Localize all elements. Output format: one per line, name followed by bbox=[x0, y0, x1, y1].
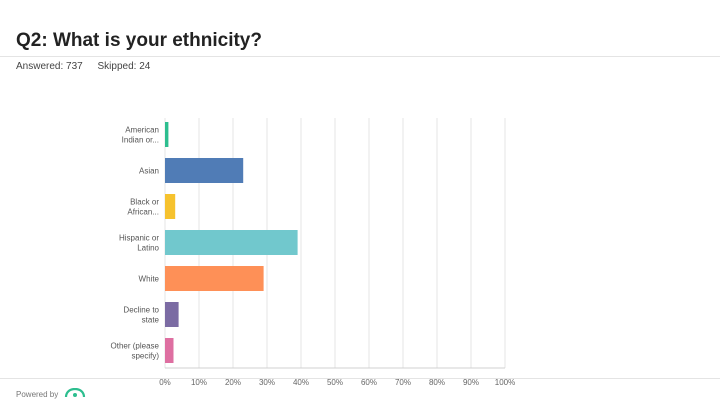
footer: Powered by bbox=[16, 387, 86, 400]
question-title: Q2: What is your ethnicity? bbox=[16, 30, 262, 51]
bar bbox=[165, 338, 174, 363]
x-tick-label: 40% bbox=[293, 378, 309, 387]
x-tick-label: 100% bbox=[495, 378, 515, 387]
category-label: Other (please specify) bbox=[111, 342, 160, 361]
bar bbox=[165, 230, 298, 255]
answered-count: Answered: 737 bbox=[16, 61, 83, 72]
category-label: Decline to state bbox=[123, 306, 159, 325]
category-label: Asian bbox=[139, 167, 159, 176]
category-label: American Indian or... bbox=[122, 126, 159, 145]
x-tick-label: 0% bbox=[159, 378, 171, 387]
category-label: White bbox=[139, 275, 160, 284]
x-tick-label: 50% bbox=[327, 378, 343, 387]
bar bbox=[165, 302, 179, 327]
x-tick-label: 60% bbox=[361, 378, 377, 387]
x-tick-label: 70% bbox=[395, 378, 411, 387]
bar bbox=[165, 158, 244, 183]
category-label: Black or African... bbox=[127, 198, 159, 217]
bar bbox=[165, 194, 176, 219]
bar bbox=[165, 266, 264, 291]
x-tick-label: 20% bbox=[225, 378, 241, 387]
x-tick-label: 90% bbox=[463, 378, 479, 387]
bar bbox=[165, 122, 169, 147]
x-tick-label: 80% bbox=[429, 378, 445, 387]
response-stats: Answered: 737 Skipped: 24 bbox=[16, 61, 150, 72]
category-label: Hispanic or Latino bbox=[119, 234, 160, 253]
x-tick-label: 30% bbox=[259, 378, 275, 387]
header-divider bbox=[0, 56, 720, 57]
footer-divider bbox=[0, 378, 720, 379]
x-tick-label: 10% bbox=[191, 378, 207, 387]
surveymonkey-logo-icon bbox=[64, 387, 86, 400]
skipped-count: Skipped: 24 bbox=[97, 61, 151, 72]
powered-by-text: Powered by bbox=[16, 389, 59, 399]
